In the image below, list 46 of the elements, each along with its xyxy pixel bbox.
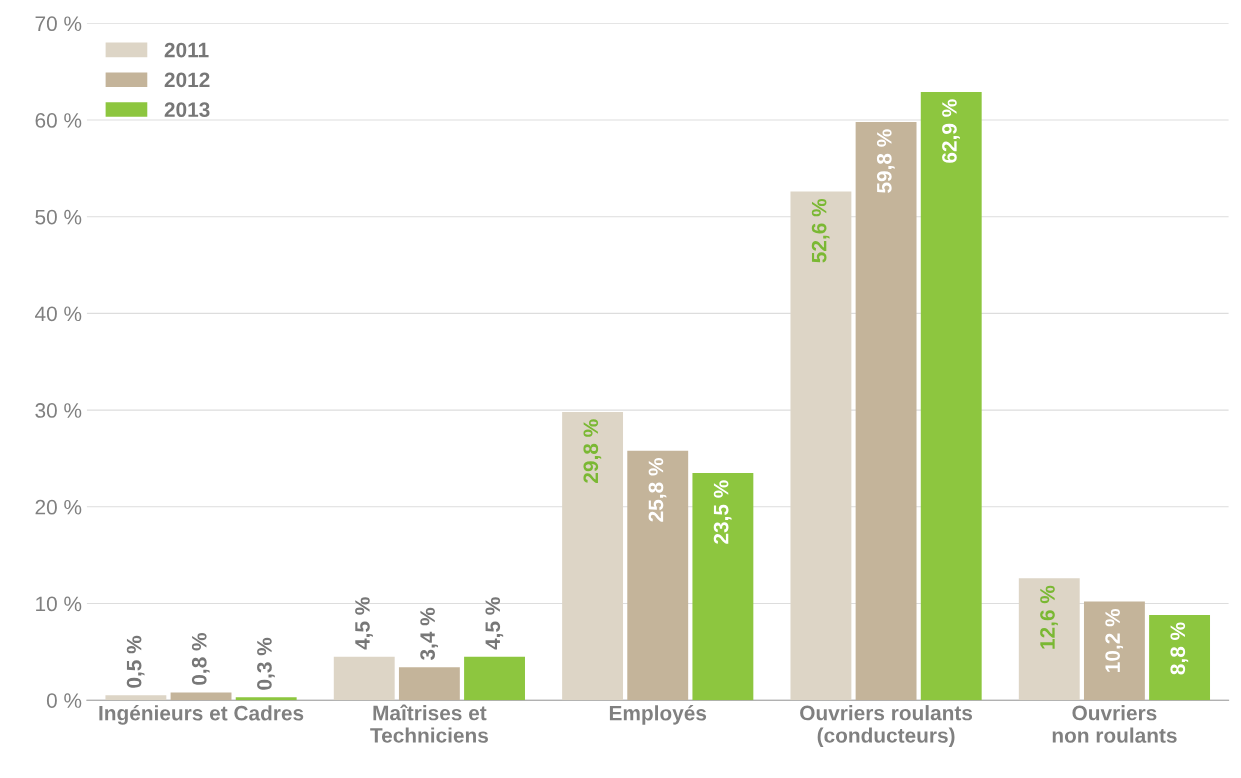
data-label: 10,2 % [1105, 608, 1124, 672]
y-tick-label: 30 % [35, 403, 82, 418]
bar [1083, 601, 1145, 701]
data-label: 59,8 % [876, 129, 895, 193]
legend-label: 2013 [164, 102, 210, 118]
bar [855, 121, 917, 701]
x-tick-label: Maîtrises et Techniciens [370, 704, 488, 743]
bar [562, 412, 624, 701]
data-label: 29,8 % [583, 419, 602, 483]
y-tick-label: 0 % [46, 693, 82, 708]
x-tick-label: Employés [609, 705, 707, 725]
y-tick-label: 70 % [35, 16, 82, 32]
data-label: 62,9 % [942, 99, 960, 163]
data-label: 23,5 % [713, 480, 732, 544]
data-label: 0,3 % [257, 637, 275, 690]
bar [333, 656, 395, 701]
bar [235, 697, 297, 701]
y-tick-label: 50 % [35, 209, 82, 225]
data-label: 4,5 % [355, 597, 373, 650]
bar [1018, 578, 1080, 701]
data-label: 25,8 % [648, 458, 667, 522]
y-tick-label: 60 % [35, 113, 82, 128]
bar [692, 472, 754, 701]
data-label: 4,5 % [485, 597, 504, 650]
y-tick-label: 20 % [35, 499, 82, 515]
data-label: 52,6 % [811, 198, 830, 263]
data-label: 12,6 % [1040, 585, 1058, 649]
bar [464, 656, 525, 701]
bar [1149, 615, 1211, 701]
bar [627, 450, 689, 701]
y-tick-label: 10 % [36, 596, 82, 612]
x-tick-label: Ouvriers non roulants [1052, 705, 1177, 743]
bar [170, 692, 232, 701]
data-label: 8,8 % [1170, 622, 1189, 675]
data-label: 3,4 % [420, 607, 438, 661]
legend-label: 2011 [164, 42, 209, 58]
bar [398, 667, 460, 701]
bar [920, 91, 982, 701]
bar [105, 695, 167, 701]
x-tick-label: Ingénieurs et Cadres [99, 705, 304, 725]
legend-label: 2012 [164, 72, 210, 88]
data-label: 0,5 % [126, 635, 145, 688]
x-tick-label: Ouvriers roulants (conducteurs) [800, 705, 973, 747]
y-tick-label: 40 % [35, 306, 82, 322]
data-label: 0,8 % [191, 632, 210, 685]
bar [790, 191, 852, 701]
